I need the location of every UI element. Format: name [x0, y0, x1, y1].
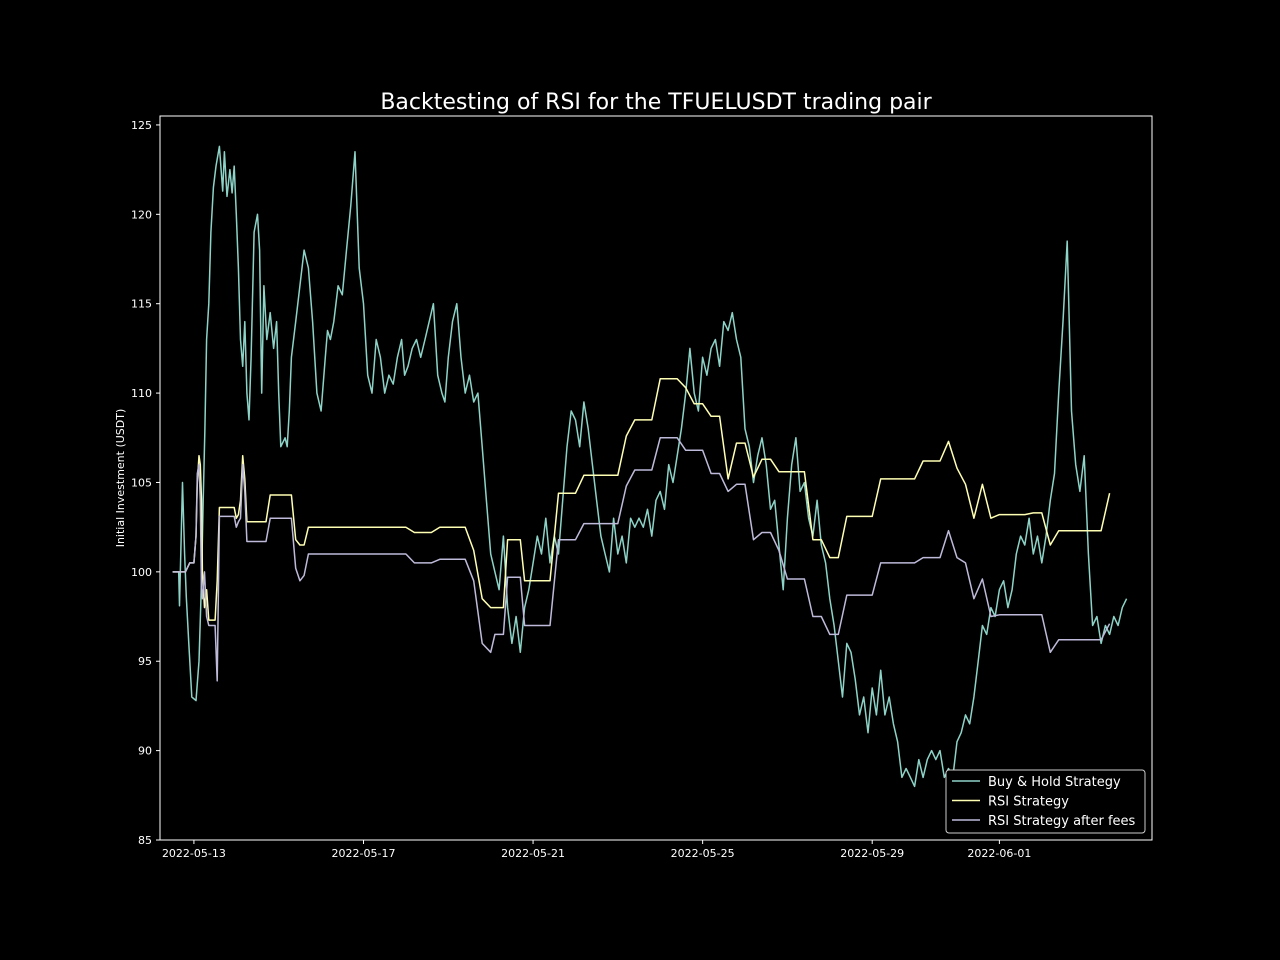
y-tick-label: 105	[131, 476, 152, 489]
y-tick-label: 115	[131, 298, 152, 311]
legend-label-2: RSI Strategy	[988, 795, 1069, 810]
legend: Buy & Hold Strategy RSI Strategy RSI Strat…	[945, 769, 1146, 834]
legend-label-3: RSI Strategy after fees	[988, 814, 1136, 829]
series-line-2	[172, 378, 1111, 621]
x-tick-label: 2022-05-21	[501, 847, 565, 860]
x-tick-label: 2022-06-01	[967, 847, 1031, 860]
legend-label-1: Buy & Hold Strategy	[988, 775, 1121, 790]
axes-frame	[159, 115, 1153, 841]
y-axis-label: Initial Investment (USDT)	[114, 409, 127, 548]
x-tick-label: 2022-05-25	[671, 847, 735, 860]
y-tick-label: 120	[131, 208, 152, 221]
y-tick-label: 100	[131, 566, 152, 579]
y-tick-label: 90	[138, 745, 152, 758]
legend-box	[945, 769, 1146, 834]
x-tick-label: 2022-05-13	[162, 847, 226, 860]
x-tick-label: 2022-05-17	[332, 847, 396, 860]
x-tick-label: 2022-05-29	[840, 847, 904, 860]
y-tick-label: 125	[131, 119, 152, 132]
series-line-3	[172, 437, 1111, 682]
y-tick-label: 110	[131, 387, 152, 400]
chart-title: Backtesting of RSI for the TFUELUSDT tra…	[380, 90, 932, 115]
y-tick-label: 85	[138, 834, 152, 847]
axis-ticks: 85 90 95 100 105 110 115 120 125 2022-05-13 2022-0…	[131, 119, 1031, 860]
y-tick-label: 95	[138, 655, 152, 668]
